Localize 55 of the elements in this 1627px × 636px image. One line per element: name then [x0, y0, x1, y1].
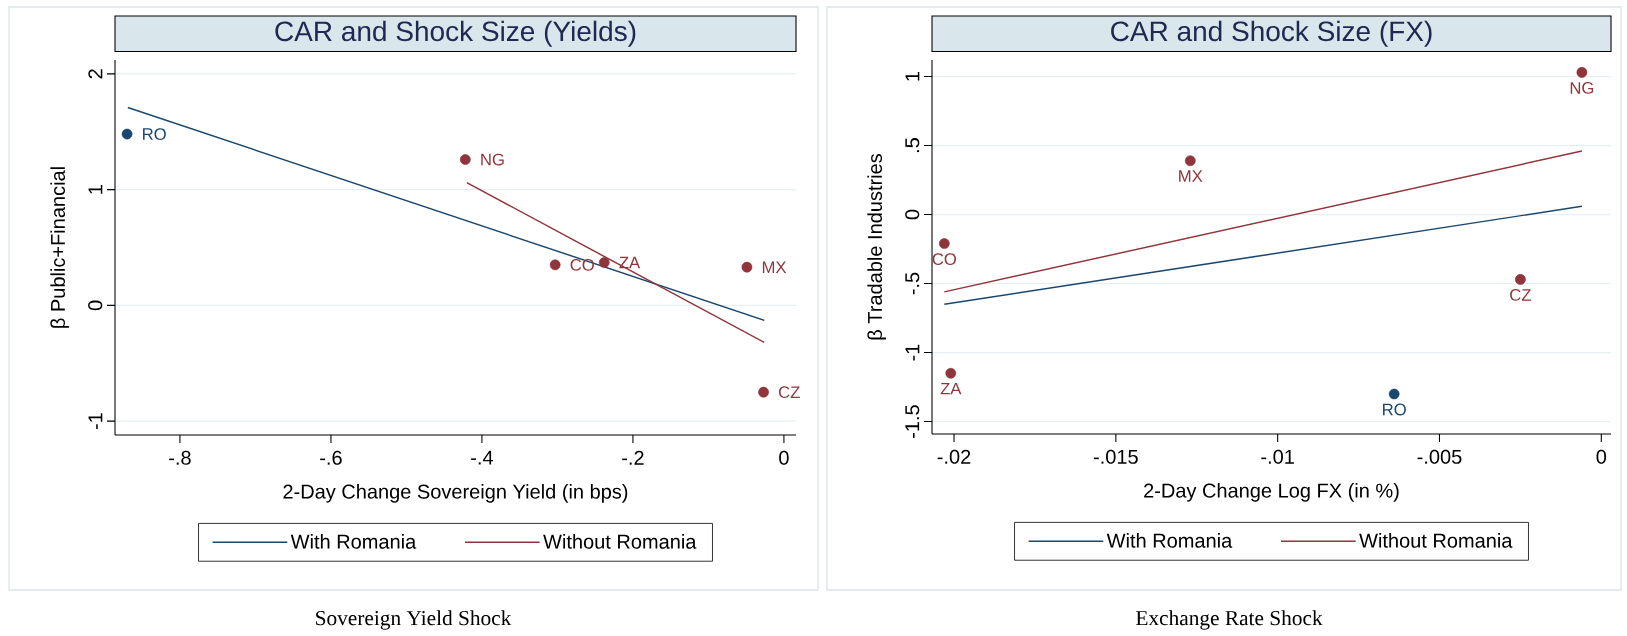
- y-tick-label: 1: [88, 185, 103, 194]
- x-tick-label: -.2: [622, 450, 644, 465]
- annotation: RO: [143, 128, 166, 140]
- annotation: RO: [1383, 403, 1406, 416]
- y-tick-label: 0: [88, 300, 103, 311]
- chart-title: CAR and Shock Size (Yields): [275, 20, 636, 47]
- point: [598, 257, 610, 268]
- y-axis-title: β Tradable Industries: [867, 154, 886, 340]
- point: [758, 386, 769, 398]
- x-tick-label: -.4: [471, 450, 494, 465]
- legend-label: Without Romania: [1359, 533, 1513, 548]
- chart-title: CAR and Shock Size (FX): [1111, 20, 1432, 47]
- x-tick-label: 0: [1596, 449, 1607, 464]
- point: [121, 128, 133, 140]
- y-tick-label: .5: [905, 138, 920, 153]
- x-tick-label: 0: [779, 450, 789, 465]
- point: [945, 367, 957, 379]
- x-tick-label: -.015: [1093, 449, 1138, 464]
- y-axis-title: β Public+Financial: [50, 167, 69, 328]
- y-tick-label: 2: [88, 69, 103, 79]
- point: [938, 238, 950, 249]
- text: Exchange Rate Shock: [1136, 610, 1323, 630]
- y-tick-label: 1: [905, 71, 920, 81]
- x-tick-label: -.02: [937, 449, 971, 464]
- y-tick-label: 0: [905, 209, 920, 220]
- y-tick-label: -.5: [905, 272, 920, 295]
- annotation: CO: [570, 258, 594, 271]
- annotation: MX: [762, 261, 787, 273]
- x-tick-label: -.6: [320, 450, 342, 465]
- legend-label: With Romania: [290, 534, 417, 549]
- point: [1184, 155, 1196, 167]
- x-tick-label: -.01: [1261, 449, 1294, 464]
- point: [1515, 274, 1526, 285]
- annotation: ZA: [940, 382, 962, 395]
- x-tick-label: -.8: [169, 450, 191, 465]
- point: [459, 154, 471, 165]
- point: [741, 261, 753, 273]
- annotation: NG: [1570, 82, 1594, 94]
- point: [1576, 67, 1588, 78]
- legend-label: Without Romania: [543, 534, 697, 549]
- x-axis-title: 2-Day Change Log FX (in %): [1144, 483, 1399, 502]
- annotation: CZ: [1510, 289, 1531, 301]
- point: [1388, 388, 1400, 400]
- legend-label: With Romania: [1106, 533, 1233, 548]
- y-tick-label: -1: [905, 344, 920, 361]
- y-tick-label: -1: [88, 413, 103, 430]
- text: Sovereign Yield Shock: [316, 610, 512, 630]
- annotation: CZ: [778, 386, 800, 399]
- annotation: NG: [481, 153, 504, 166]
- x-tick-label: -.005: [1417, 449, 1462, 464]
- point: [549, 259, 561, 271]
- x-axis-title: 2-Day Change Sovereign Yield (in bps): [283, 484, 628, 503]
- annotation: MX: [1179, 170, 1203, 182]
- y-tick-label: -1.5: [905, 405, 920, 438]
- annotation: ZA: [619, 256, 641, 269]
